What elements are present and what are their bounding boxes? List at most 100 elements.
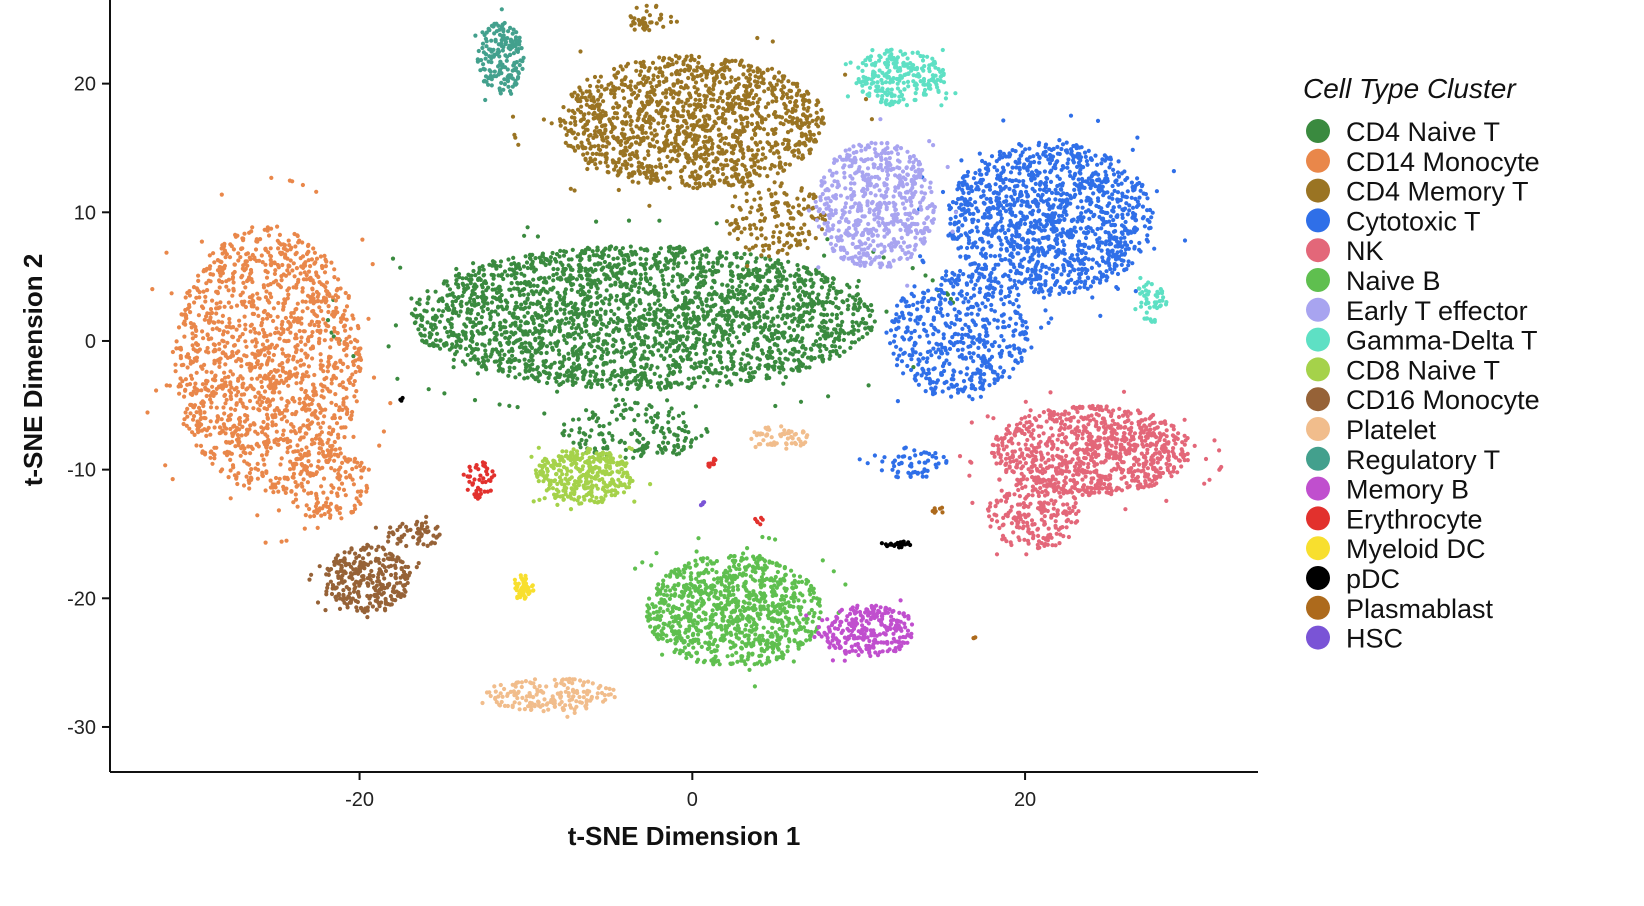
data-point [603, 246, 608, 251]
data-point [258, 403, 263, 408]
data-point [298, 271, 303, 276]
data-point [248, 383, 253, 388]
data-point [203, 268, 208, 273]
data-point [345, 365, 350, 370]
data-point [332, 468, 337, 473]
data-point [704, 358, 709, 363]
data-point [231, 280, 236, 285]
data-point [329, 337, 334, 342]
data-point [648, 385, 654, 390]
data-point [364, 489, 369, 494]
data-point [693, 97, 698, 102]
data-point [673, 53, 679, 59]
data-point [179, 363, 184, 368]
data-point [638, 325, 644, 330]
data-point [192, 432, 197, 437]
data-point [669, 141, 674, 146]
data-point [652, 371, 657, 376]
data-point [739, 274, 744, 279]
data-point [279, 252, 284, 257]
data-point [788, 99, 793, 105]
data-point [177, 346, 182, 351]
data-point [494, 290, 500, 295]
data-point [451, 357, 456, 362]
data-point [327, 425, 332, 430]
data-point [177, 391, 182, 396]
data-point [884, 309, 889, 314]
data-point [585, 297, 590, 302]
data-point [542, 411, 547, 416]
data-point [513, 304, 518, 310]
data-point [311, 382, 316, 387]
data-point [562, 307, 567, 312]
data-point [348, 340, 353, 345]
data-point [184, 313, 189, 318]
data-point [707, 291, 712, 296]
data-point [867, 313, 872, 319]
data-point [337, 341, 342, 346]
data-point [702, 351, 707, 356]
data-point [667, 342, 673, 347]
data-point [239, 358, 244, 363]
data-point [644, 94, 649, 99]
data-point [636, 289, 641, 295]
data-point [594, 419, 599, 424]
data-point [778, 279, 783, 284]
data-point [777, 356, 782, 361]
data-point [758, 325, 763, 330]
data-point [777, 271, 782, 276]
data-point [656, 293, 661, 298]
data-point [696, 304, 701, 310]
data-point [203, 387, 208, 392]
data-point [726, 308, 731, 313]
data-point [600, 299, 605, 304]
data-point [502, 318, 507, 323]
data-point [312, 250, 317, 255]
data-point [662, 263, 667, 268]
scatter-points-layer [145, 3, 1224, 719]
data-point [503, 335, 508, 340]
data-point [717, 310, 722, 315]
data-point [826, 394, 831, 399]
data-point [566, 356, 572, 361]
data-point [619, 366, 624, 371]
data-point [507, 340, 512, 345]
data-point [341, 324, 346, 329]
data-point [469, 302, 474, 307]
data-point [846, 331, 851, 336]
data-point [318, 446, 323, 451]
data-point [820, 303, 825, 308]
data-point [491, 276, 496, 281]
data-point [758, 274, 763, 279]
data-point [299, 321, 304, 326]
data-point [663, 256, 669, 261]
data-point [245, 251, 250, 256]
data-point [705, 429, 710, 434]
data-point [666, 249, 672, 254]
data-point [638, 372, 643, 377]
data-point [714, 370, 719, 375]
data-point [578, 347, 583, 352]
data-point [658, 446, 664, 452]
data-point [614, 274, 619, 279]
data-point [211, 251, 216, 256]
data-point [582, 313, 587, 319]
data-point [578, 327, 584, 332]
data-point [312, 513, 317, 519]
data-point [574, 349, 580, 354]
data-point [730, 363, 736, 368]
data-point [766, 278, 771, 283]
data-point [609, 308, 614, 314]
data-point [201, 305, 206, 311]
data-point [554, 341, 560, 346]
data-point [718, 326, 724, 331]
data-point [523, 345, 528, 350]
data-point [590, 410, 595, 415]
data-point [675, 433, 680, 438]
data-point [754, 266, 759, 271]
data-point [611, 387, 616, 392]
data-point [285, 475, 290, 480]
data-point [597, 423, 602, 429]
data-point [629, 249, 634, 254]
data-point [667, 409, 672, 415]
